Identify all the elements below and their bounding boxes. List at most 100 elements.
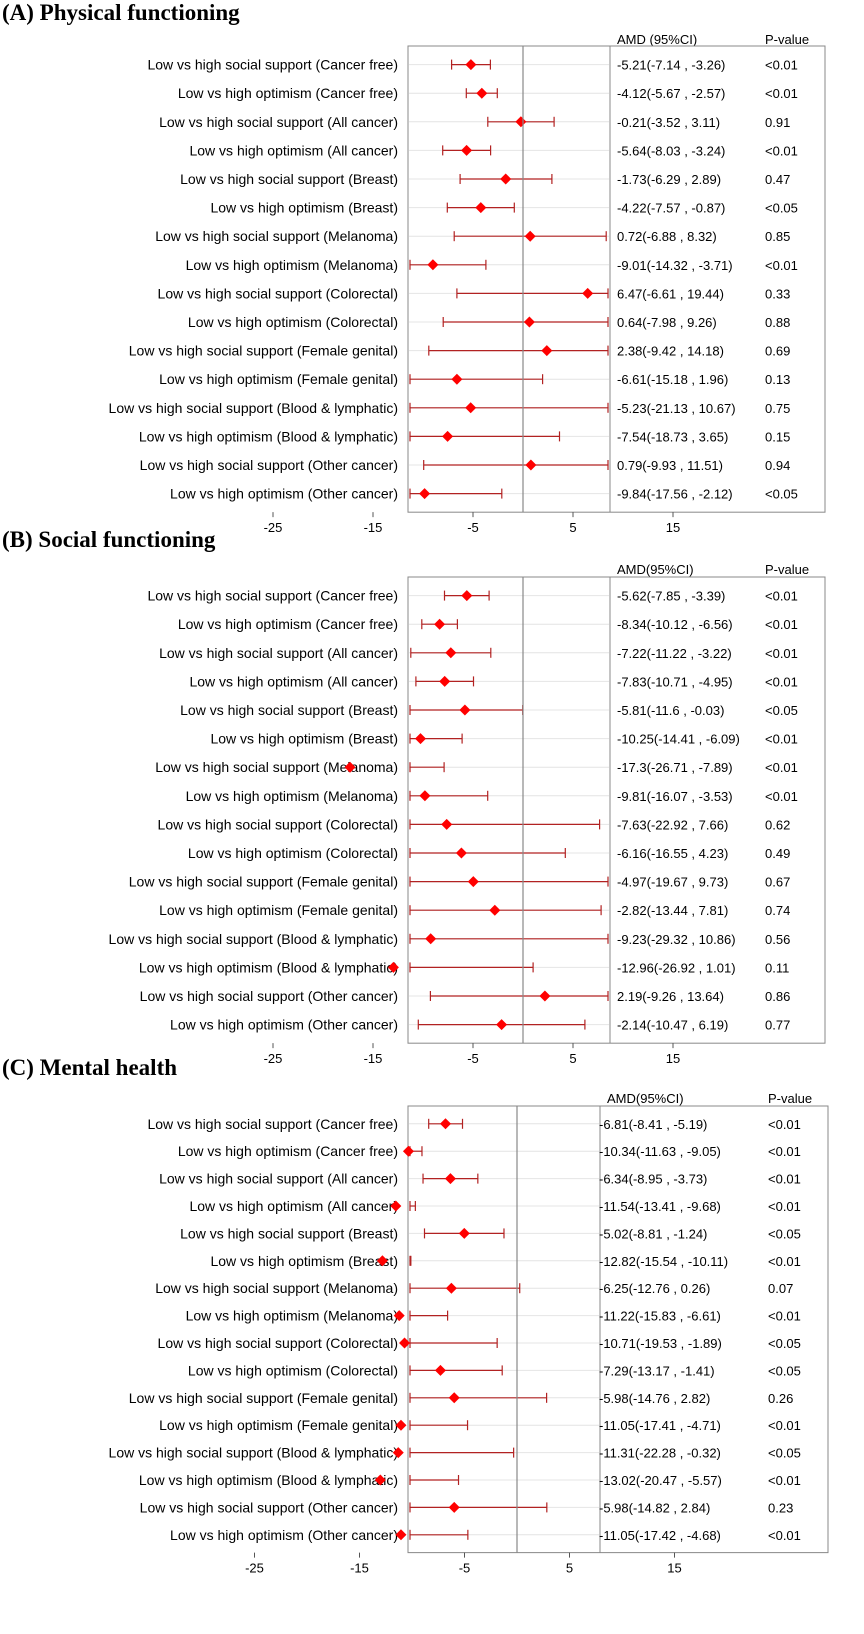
p-value: <0.01 — [765, 58, 798, 73]
estimate-marker — [523, 316, 535, 328]
estimate-marker — [419, 790, 431, 802]
estimate-marker — [439, 675, 451, 687]
forest-row: Low vs high optimism (Colorectal) -7.29(-… — [188, 1362, 801, 1378]
estimate-ci-value: 0.79(-9.93 , 11.51) — [617, 458, 723, 473]
forest-row: Low vs high social support (Colorectal) -… — [158, 816, 791, 832]
p-value: <0.01 — [765, 589, 798, 604]
p-value: 0.15 — [765, 429, 790, 444]
estimate-ci-value: -5.81(-11.6 , -0.03) — [617, 703, 724, 718]
estimate-marker — [539, 990, 551, 1002]
row-label: Low vs high social support (Melanoma) — [155, 228, 398, 244]
row-label: Low vs high optimism (Colorectal) — [188, 845, 398, 861]
p-value: 0.91 — [765, 115, 790, 130]
estimate-ci-value: -5.98(-14.76 , 2.82) — [599, 1391, 710, 1406]
forest-row: Low vs high social support (Female genit… — [129, 343, 791, 359]
estimate-ci-value: -11.05(-17.41 , -4.71) — [599, 1418, 721, 1433]
row-label: Low vs high optimism (Blood & lymphatic) — [139, 428, 398, 444]
estimate-ci-value: -2.82(-13.44 , 7.81) — [617, 903, 728, 918]
row-label: Low vs high optimism (Melanoma) — [186, 788, 398, 804]
row-label: Low vs high social support (Blood & lymp… — [109, 931, 398, 947]
estimate-marker — [344, 761, 356, 773]
row-label: Low vs high optimism (Colorectal) — [188, 1362, 398, 1378]
p-value: 0.94 — [765, 458, 790, 473]
estimate-marker — [419, 488, 431, 500]
p-value: <0.05 — [768, 1226, 801, 1241]
forest-row: Low vs high social support (Breast) -5.81… — [180, 702, 798, 718]
estimate-marker — [427, 259, 439, 271]
forest-row: Low vs high optimism (All cancer) -11.54(… — [189, 1198, 800, 1214]
row-label: Low vs high optimism (Blood & lymphatic) — [139, 959, 398, 975]
estimate-marker — [402, 1145, 414, 1157]
estimate-ci-value: -9.01(-14.32 , -3.71) — [617, 258, 733, 273]
estimate-ci-value: -7.63(-22.92 , 7.66) — [617, 817, 728, 832]
p-value: <0.01 — [768, 1254, 801, 1269]
x-tick-label: -15 — [364, 1051, 383, 1066]
row-label: Low vs high social support (Blood & lymp… — [109, 400, 398, 416]
panel-physical-functioning: (A) Physical functioning AMD (95%CI) P-v… — [0, 0, 864, 540]
forest-row: Low vs high social support (Other cancer… — [140, 457, 791, 473]
estimate-ci-value: 6.47(-6.61 , 19.44) — [617, 286, 724, 301]
forest-row: Low vs high optimism (Cancer free) -8.34(… — [178, 616, 798, 632]
x-tick-label: -25 — [245, 1561, 264, 1576]
row-label: Low vs high social support (Breast) — [180, 702, 398, 718]
p-value: 0.07 — [768, 1281, 793, 1296]
p-value: 0.62 — [765, 817, 790, 832]
x-tick-label: 15 — [666, 520, 680, 535]
row-label: Low vs high optimism (Blood & lymphatic) — [139, 1472, 398, 1488]
forest-row: Low vs high optimism (Breast) -10.25(-14.… — [210, 731, 797, 747]
p-value: <0.05 — [768, 1446, 801, 1461]
row-label: Low vs high social support (Melanoma) — [155, 759, 398, 775]
estimate-ci-value: -13.02(-20.47 , -5.57) — [599, 1473, 722, 1488]
p-value: 0.56 — [765, 932, 790, 947]
forest-row: Low vs high social support (Other cancer… — [140, 1499, 794, 1515]
plot-frame — [407, 1105, 829, 1554]
forest-row: Low vs high optimism (Cancer free) -4.12(… — [178, 85, 798, 101]
p-value: <0.05 — [768, 1363, 801, 1378]
estimate-ci-value: -9.84(-17.56 , -2.12) — [617, 487, 733, 502]
estimate-ci-value: -5.21(-7.14 , -3.26) — [617, 58, 725, 73]
row-label: Low vs high optimism (Female genital) — [159, 371, 398, 387]
x-tick-label: 5 — [569, 1051, 576, 1066]
row-label: Low vs high social support (Colorectal) — [158, 1335, 398, 1351]
p-value: 0.11 — [765, 960, 789, 975]
estimate-marker — [395, 1419, 407, 1431]
p-value: <0.01 — [768, 1172, 801, 1187]
forest-row: Low vs high optimism (Female genital) -11… — [159, 1417, 801, 1433]
estimate-ci-value: -11.54(-13.41 , -9.68) — [599, 1199, 721, 1214]
forest-row: Low vs high optimism (Other cancer) -11.0… — [170, 1527, 801, 1543]
forest-row: Low vs high optimism (Female genital) -6.… — [159, 371, 790, 387]
estimate-marker — [524, 230, 536, 242]
estimate-ci-value: 0.72(-6.88 , 8.32) — [617, 229, 717, 244]
row-label: Low vs high social support (Melanoma) — [155, 1280, 398, 1296]
forest-row: Low vs high social support (Blood & lymp… — [109, 400, 791, 416]
p-value: <0.01 — [765, 86, 798, 101]
estimate-ci-value: -5.62(-7.85 , -3.39) — [617, 589, 725, 604]
row-label: Low vs high social support (Female genit… — [129, 1390, 398, 1406]
forest-row: Low vs high social support (Colorectal) 6… — [158, 285, 791, 301]
estimate-column-header: AMD(95%CI) — [607, 1091, 684, 1106]
p-value: <0.01 — [768, 1117, 801, 1132]
estimate-ci-value: -7.22(-11.22 , -3.22) — [617, 646, 732, 661]
x-tick-label: 15 — [667, 1561, 681, 1576]
estimate-marker — [445, 647, 457, 659]
p-value: 0.47 — [765, 172, 790, 187]
forest-row: Low vs high social support (Breast) -1.73… — [180, 171, 790, 187]
p-value: 0.77 — [765, 1018, 790, 1033]
x-tick-label: 15 — [666, 1051, 680, 1066]
plot-frame — [407, 576, 826, 1044]
row-label: Low vs high social support (Colorectal) — [158, 816, 398, 832]
estimate-marker — [448, 1392, 460, 1404]
estimate-marker — [541, 345, 553, 357]
p-value: 0.49 — [765, 846, 790, 861]
forest-row: Low vs high optimism (Female genital) -2.… — [159, 902, 790, 918]
estimate-marker — [500, 173, 512, 185]
row-label: Low vs high optimism (Female genital) — [159, 1417, 398, 1433]
forest-row: Low vs high optimism (Cancer free) -10.34… — [178, 1143, 801, 1159]
row-label: Low vs high optimism (Melanoma) — [186, 1308, 398, 1324]
estimate-marker — [390, 1200, 402, 1212]
estimate-ci-value: -9.23(-29.32 , 10.86) — [617, 932, 736, 947]
estimate-ci-value: -8.34(-10.12 , -6.56) — [617, 617, 733, 632]
x-tick-label: -5 — [459, 1561, 471, 1576]
row-label: Low vs high optimism (Melanoma) — [186, 257, 398, 273]
row-label: Low vs high optimism (All cancer) — [189, 1198, 398, 1214]
